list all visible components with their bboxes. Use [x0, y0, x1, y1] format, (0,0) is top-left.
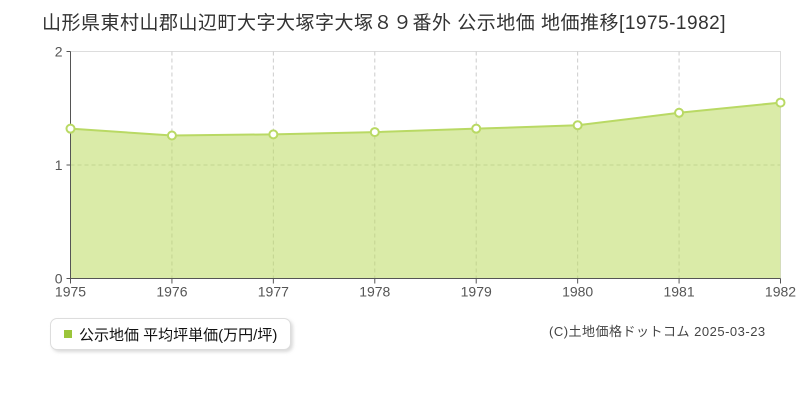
series-area: [70, 102, 781, 279]
data-point[interactable]: [471, 123, 482, 134]
data-point[interactable]: [166, 130, 177, 141]
x-tick-label: 1976: [156, 284, 187, 300]
y-tick-label: 2: [55, 44, 63, 60]
data-point[interactable]: [65, 123, 76, 134]
x-tick-label: 1979: [461, 284, 492, 300]
y-tick-label: 0: [55, 271, 63, 287]
x-tick-label: 1978: [359, 284, 390, 300]
copyright-text: (C)土地価格ドットコム 2025-03-23: [549, 324, 766, 339]
data-point[interactable]: [674, 107, 685, 118]
legend: 公示地価 平均坪単価(万円/坪): [50, 318, 292, 350]
legend-series-marker-icon: [64, 330, 72, 338]
x-tick-label: 1977: [258, 284, 289, 300]
page-title: 山形県東村山郡山辺町大字大塚字大塚８９番外 公示地価 地価推移[1975-198…: [42, 13, 726, 34]
y-tick-label: 1: [55, 157, 63, 173]
x-tick-label: 1975: [55, 284, 86, 300]
x-tick-label: 1980: [562, 284, 593, 300]
x-tick-label: 1982: [765, 284, 796, 300]
data-point[interactable]: [775, 97, 786, 108]
legend-label: 公示地価 平均坪単価(万円/坪): [79, 326, 278, 344]
data-point[interactable]: [572, 120, 583, 131]
data-point[interactable]: [268, 129, 279, 140]
x-tick-label: 1981: [663, 284, 694, 300]
data-point[interactable]: [369, 127, 380, 138]
series-line: [70, 101, 781, 137]
price-trend-chart: 1975 1976 1977 1978 1979 1980 1981 1982 0 1 2: [55, 44, 797, 300]
